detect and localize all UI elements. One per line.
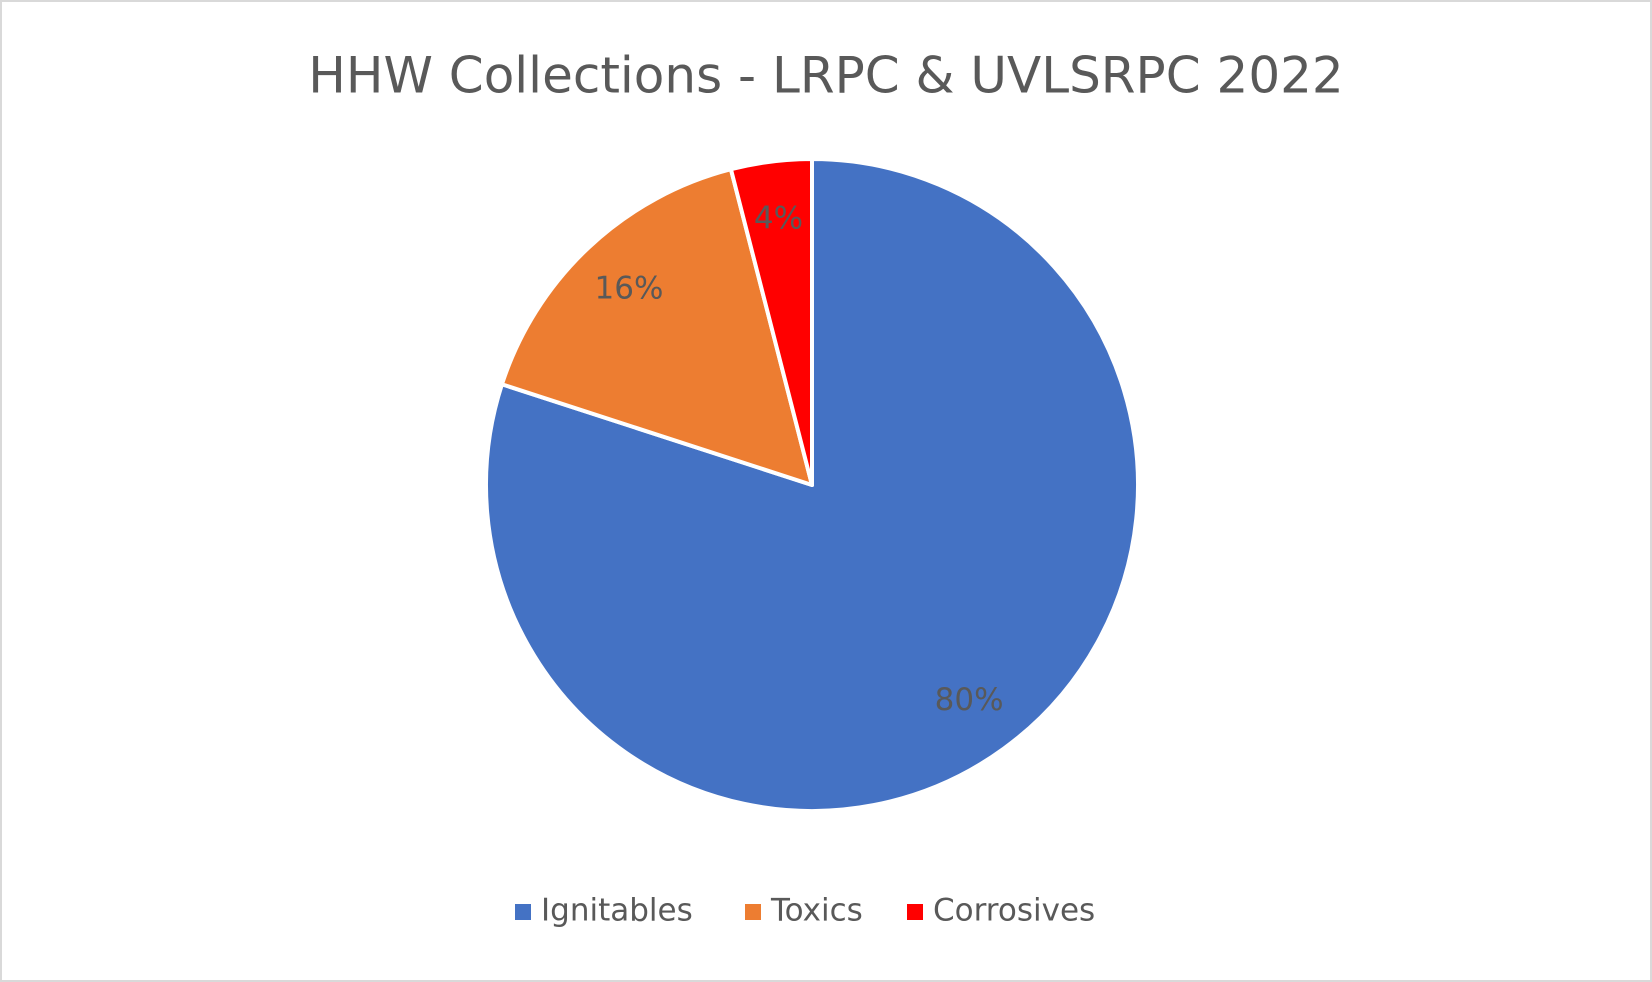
pie-slice xyxy=(499,167,814,487)
legend-swatch xyxy=(907,904,923,920)
data-label: 80% xyxy=(935,682,1004,718)
legend-swatch xyxy=(515,904,531,920)
legend-label: Corrosives xyxy=(933,893,1095,929)
legend-label: Toxics xyxy=(770,893,863,929)
legend-swatch xyxy=(745,904,761,920)
chart-title: HHW Collections - LRPC & UVLSRPC 2022 xyxy=(308,47,1344,105)
data-label: 16% xyxy=(595,271,664,307)
pie-slice xyxy=(728,157,814,487)
legend-label: Ignitables xyxy=(541,893,693,929)
data-label: 4% xyxy=(754,200,803,236)
